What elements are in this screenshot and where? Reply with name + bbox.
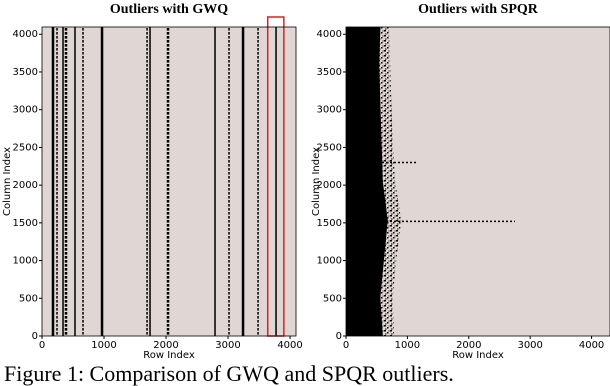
x-tick-label: 4000: [277, 340, 302, 351]
outlier-stripe: [214, 27, 216, 336]
y-tick-label: 2000: [317, 180, 342, 191]
outlier-stripe: [149, 27, 151, 336]
outlier-stripe: [257, 27, 259, 336]
x-tick-label: 0: [39, 340, 45, 351]
y-tick-label: 0: [336, 331, 342, 342]
y-axis-label: Column Index: [311, 147, 322, 216]
outlier-stripe: [51, 27, 55, 336]
x-tick-label: 1000: [395, 340, 420, 351]
plot-frame: [41, 26, 297, 337]
y-tick-label: 3000: [13, 105, 38, 116]
chart-title: Outliers with GWQ: [110, 2, 228, 17]
y-tick-label: 500: [323, 293, 342, 304]
y-tick-label: 4000: [317, 29, 342, 40]
outlier-stripe: [56, 27, 58, 336]
outlier-stripe: [74, 27, 76, 336]
outlier-core: [346, 27, 388, 336]
outlier-stripe: [100, 27, 104, 336]
outlier-stripe: [82, 27, 84, 336]
chart-title: Outliers with SPQR: [418, 2, 539, 17]
x-axis-label: Row Index: [452, 350, 504, 361]
y-tick-label: 4000: [13, 29, 38, 40]
outlier-stripe: [275, 27, 277, 336]
x-tick-label: 3000: [215, 340, 240, 351]
x-tick-label: 3000: [517, 340, 542, 351]
y-tick-label: 3000: [317, 105, 342, 116]
x-tick-label: 4000: [579, 340, 604, 351]
y-tick-label: 500: [19, 293, 38, 304]
outlier-stripe: [241, 27, 245, 336]
x-tick-label: 0: [343, 340, 349, 351]
y-tick-label: 3500: [13, 67, 38, 78]
x-axis-label: Row Index: [143, 350, 195, 361]
y-tick-label: 1000: [13, 256, 38, 267]
y-tick-label: 0: [32, 331, 38, 342]
caption: Figure 1: Comparison of GWQ and SPQR out…: [4, 361, 454, 386]
y-tick-label: 2000: [13, 180, 38, 191]
outlier-stripe: [62, 27, 64, 336]
x-tick-label: 1000: [91, 340, 116, 351]
outlier-stripe: [64, 27, 68, 336]
x-tick-label: 2000: [153, 340, 178, 351]
x-tick-label: 2000: [456, 340, 481, 351]
y-axis-label: Column Index: [2, 147, 13, 216]
y-tick-label: 2500: [13, 142, 38, 153]
y-tick-label: 3500: [317, 67, 342, 78]
y-tick-label: 1500: [13, 218, 38, 229]
y-tick-label: 1500: [317, 218, 342, 229]
outlier-stripe: [228, 27, 230, 336]
y-tick-label: 1000: [317, 256, 342, 267]
plot-frame: [345, 26, 610, 337]
y-tick-label: 2500: [317, 142, 342, 153]
outlier-stripe: [146, 27, 148, 336]
outlier-stripe: [166, 27, 170, 336]
